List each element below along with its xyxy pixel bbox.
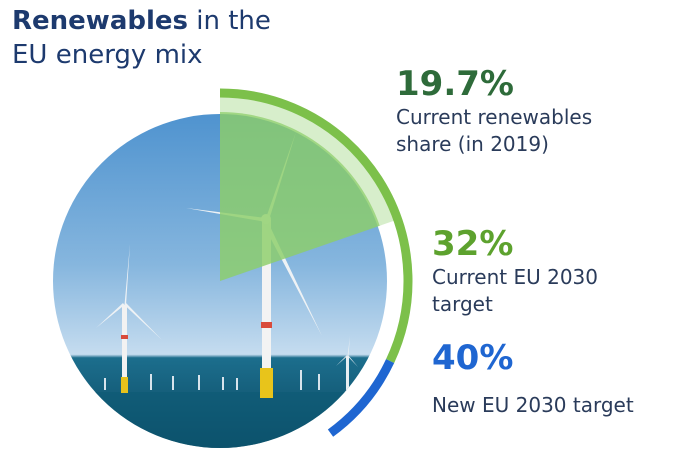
stat-current-label-1: Current renewables bbox=[396, 105, 593, 129]
chart-title: Renewables in the EU energy mix bbox=[12, 4, 271, 72]
stat-current-share: 19.7% Current renewables share (in 2019) bbox=[396, 64, 686, 158]
stat-target-32: 32% Current EU 2030 target bbox=[432, 224, 692, 318]
stat-target-40-label-1: New EU 2030 target bbox=[432, 393, 634, 417]
stat-target-40: 40% New EU 2030 target bbox=[432, 338, 692, 419]
turbine-small bbox=[96, 244, 162, 393]
title-rest: in the bbox=[188, 6, 271, 36]
stat-current-label-2: share (in 2019) bbox=[396, 132, 549, 156]
stat-target-32-label-1: Current EU 2030 bbox=[432, 265, 599, 289]
title-line2: EU energy mix bbox=[12, 40, 203, 70]
stat-target-40-value: 40% bbox=[432, 338, 514, 378]
target-32-arc bbox=[219, 88, 413, 363]
turbine-far-right bbox=[336, 336, 358, 390]
distant-turbines bbox=[104, 370, 320, 390]
chart-marks bbox=[219, 88, 413, 437]
title-strong: Renewables bbox=[12, 6, 188, 36]
stat-target-32-value: 32% bbox=[432, 224, 514, 264]
stat-current-value: 19.7% bbox=[396, 64, 514, 104]
stat-target-32-label-2: target bbox=[432, 292, 493, 316]
current-share-wedge bbox=[220, 112, 380, 281]
target-40-arc bbox=[327, 359, 395, 437]
current-share-wedge-halo bbox=[220, 93, 398, 281]
